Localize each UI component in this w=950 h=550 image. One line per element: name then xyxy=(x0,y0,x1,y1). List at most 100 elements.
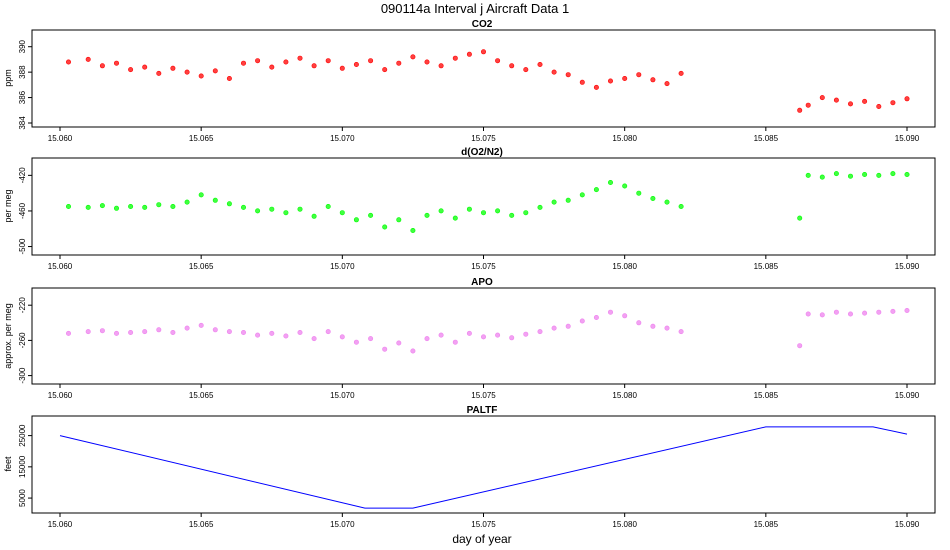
data-point-apo-48 xyxy=(847,311,853,317)
data-point-apo-40 xyxy=(636,320,642,326)
y-tick-label-apo-0: -300 xyxy=(18,367,27,384)
data-point-o2n2-16 xyxy=(297,206,303,212)
data-point-o2n2-21 xyxy=(368,212,374,218)
data-point-apo-0 xyxy=(66,330,72,336)
y-tick-label-co2-2: 388 xyxy=(18,65,27,79)
data-point-co2-52 xyxy=(904,96,910,102)
data-point-co2-1 xyxy=(85,56,91,62)
data-point-o2n2-51 xyxy=(890,171,896,177)
data-point-apo-16 xyxy=(297,329,303,335)
data-point-apo-7 xyxy=(170,329,176,335)
data-point-o2n2-22 xyxy=(382,224,388,230)
data-point-co2-51 xyxy=(890,100,896,106)
marks-apo xyxy=(66,307,910,354)
plot-frame-paltf xyxy=(31,415,936,514)
panel-title-o2n2: d(O2/N2) xyxy=(461,147,503,158)
data-point-co2-34 xyxy=(551,69,557,75)
data-point-co2-44 xyxy=(797,107,803,113)
data-point-co2-17 xyxy=(311,63,317,69)
data-point-co2-12 xyxy=(241,60,247,66)
data-point-co2-42 xyxy=(664,81,670,87)
x-tick-label-apo-6: 15.090 xyxy=(895,391,920,400)
data-point-apo-12 xyxy=(241,329,247,335)
x-tick-label-apo-3: 15.075 xyxy=(471,391,496,400)
series-line-paltf xyxy=(59,426,908,509)
y-tick-label-o2n2-2: -420 xyxy=(18,167,27,184)
data-point-o2n2-34 xyxy=(551,199,557,205)
data-point-o2n2-33 xyxy=(537,204,543,210)
data-point-o2n2-19 xyxy=(339,210,345,216)
data-point-o2n2-48 xyxy=(847,173,853,179)
x-tick-label-o2n2-5: 15.085 xyxy=(754,262,779,271)
data-point-co2-22 xyxy=(382,67,388,73)
data-point-apo-28 xyxy=(466,330,472,336)
data-point-co2-14 xyxy=(269,64,275,70)
data-point-co2-0 xyxy=(66,59,72,65)
panel-paltf: PALTF feet 15.060 15.065 15.070 15.075 15.08… xyxy=(3,405,936,529)
data-point-co2-38 xyxy=(607,78,613,84)
y-tick-label-o2n2-0: -500 xyxy=(18,238,27,255)
data-point-o2n2-10 xyxy=(212,197,218,203)
data-point-co2-36 xyxy=(579,79,585,85)
x-tick-label-co2-3: 15.075 xyxy=(471,134,496,143)
panel-apo: APO approx. per meg 15.060 15.065 15.070 15… xyxy=(3,277,936,400)
data-point-o2n2-23 xyxy=(396,217,402,223)
x-tick-label-o2n2-0: 15.060 xyxy=(48,262,73,271)
data-point-apo-51 xyxy=(890,308,896,314)
ylabel-apo: approx. per meg xyxy=(3,303,13,369)
x-tick-label-o2n2-1: 15.065 xyxy=(189,262,214,271)
data-point-co2-24 xyxy=(410,54,416,60)
data-point-o2n2-37 xyxy=(593,187,599,193)
data-point-co2-26 xyxy=(438,63,444,69)
data-point-o2n2-18 xyxy=(325,204,331,210)
data-point-co2-25 xyxy=(424,59,430,65)
data-point-apo-36 xyxy=(579,318,585,324)
data-point-co2-10 xyxy=(212,68,218,74)
data-point-co2-21 xyxy=(368,58,374,64)
data-point-o2n2-17 xyxy=(311,213,317,219)
data-point-co2-20 xyxy=(353,61,359,67)
data-point-apo-9 xyxy=(198,322,204,328)
data-point-co2-32 xyxy=(523,67,529,73)
x-tick-label-paltf-2: 15.070 xyxy=(330,520,355,529)
data-point-o2n2-42 xyxy=(664,199,670,205)
data-point-co2-50 xyxy=(876,104,882,110)
x-tick-label-o2n2-4: 15.080 xyxy=(612,262,637,271)
x-tick-label-paltf-4: 15.080 xyxy=(612,520,637,529)
data-point-apo-46 xyxy=(819,312,825,318)
panel-title-apo: APO xyxy=(471,277,493,288)
data-point-o2n2-36 xyxy=(579,192,585,198)
x-tick-label-paltf-1: 15.065 xyxy=(189,520,214,529)
x-tick-label-paltf-3: 15.075 xyxy=(471,520,496,529)
marks-co2 xyxy=(66,49,910,113)
x-tick-label-co2-0: 15.060 xyxy=(48,134,73,143)
data-point-apo-8 xyxy=(184,325,190,331)
data-point-o2n2-43 xyxy=(678,204,684,210)
data-point-apo-23 xyxy=(396,340,402,346)
data-point-co2-11 xyxy=(226,76,232,82)
data-point-o2n2-9 xyxy=(198,192,204,198)
x-tick-label-o2n2-2: 15.070 xyxy=(330,262,355,271)
data-point-co2-30 xyxy=(495,58,501,64)
data-point-apo-18 xyxy=(325,329,331,335)
x-tick-label-o2n2-6: 15.090 xyxy=(895,262,920,271)
panel-title-paltf: PALTF xyxy=(467,405,498,416)
data-point-apo-15 xyxy=(283,333,289,339)
x-tick-label-co2-5: 15.085 xyxy=(754,134,779,143)
data-point-o2n2-12 xyxy=(241,204,247,210)
data-point-co2-18 xyxy=(325,58,331,64)
data-point-co2-31 xyxy=(509,63,515,69)
data-point-apo-42 xyxy=(664,325,670,331)
data-point-co2-19 xyxy=(339,65,345,71)
data-point-co2-15 xyxy=(283,59,289,65)
data-point-o2n2-1 xyxy=(85,204,91,210)
plot-frame-o2n2 xyxy=(31,157,936,256)
data-point-co2-41 xyxy=(650,77,656,83)
data-point-apo-3 xyxy=(114,330,120,336)
data-point-apo-4 xyxy=(128,329,134,335)
data-point-o2n2-13 xyxy=(255,208,261,214)
data-point-apo-52 xyxy=(904,307,910,313)
data-point-o2n2-44 xyxy=(797,215,803,221)
ticks-apo: 15.060 15.065 15.070 15.075 15.080 15.085 15.0… xyxy=(18,297,920,400)
data-point-co2-27 xyxy=(452,55,458,61)
